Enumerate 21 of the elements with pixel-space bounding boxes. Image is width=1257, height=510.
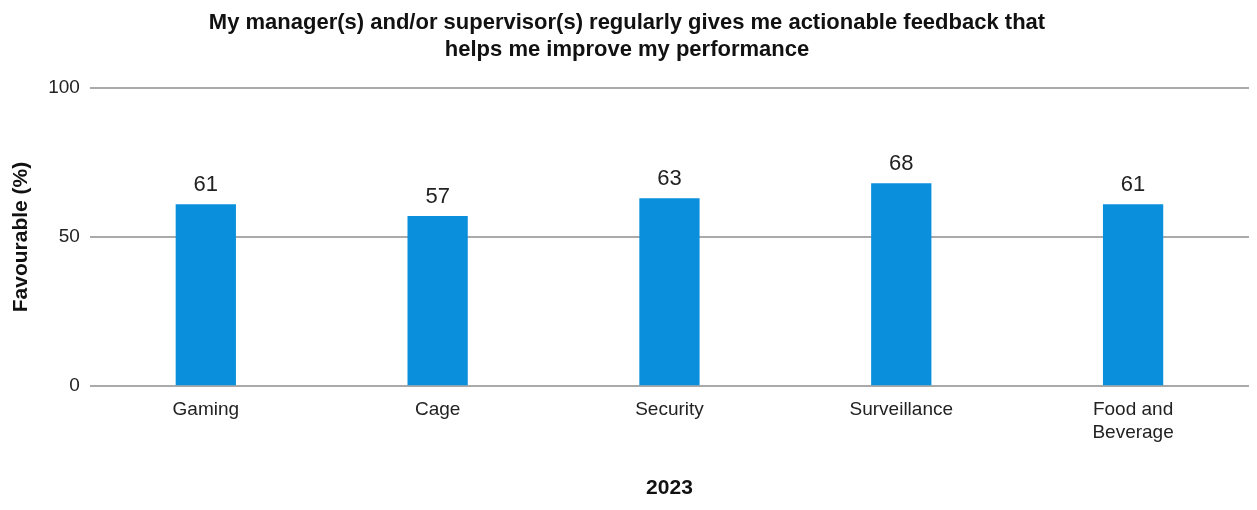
- x-tick-label: Food and Beverage: [1092, 397, 1174, 442]
- data-label: 61: [1120, 171, 1146, 197]
- chart-title: My manager(s) and/or supervisor(s) regularly gives me actionable feedback that helps me improve my performance: [208, 9, 1046, 61]
- x-tick-label: Gaming: [172, 397, 240, 419]
- data-label: 63: [657, 165, 682, 191]
- data-label: 61: [193, 171, 219, 197]
- data-label: 68: [889, 150, 914, 176]
- x-tick-label: Surveillance: [849, 397, 954, 419]
- bar: [175, 204, 236, 386]
- x-tick-label: Security: [635, 397, 705, 419]
- bar: [871, 183, 932, 386]
- x-axis-title: 2023: [646, 475, 693, 499]
- y-tick-label: 100: [48, 76, 80, 98]
- y-tick-label: 50: [58, 225, 80, 247]
- bar: [1102, 204, 1164, 386]
- bar: [639, 198, 700, 386]
- y-tick-label: 0: [69, 374, 80, 396]
- bar: [407, 216, 468, 386]
- x-tick-label: Cage: [414, 397, 461, 419]
- data-label: 57: [425, 183, 450, 209]
- y-axis-title: Favourable (%): [8, 161, 32, 313]
